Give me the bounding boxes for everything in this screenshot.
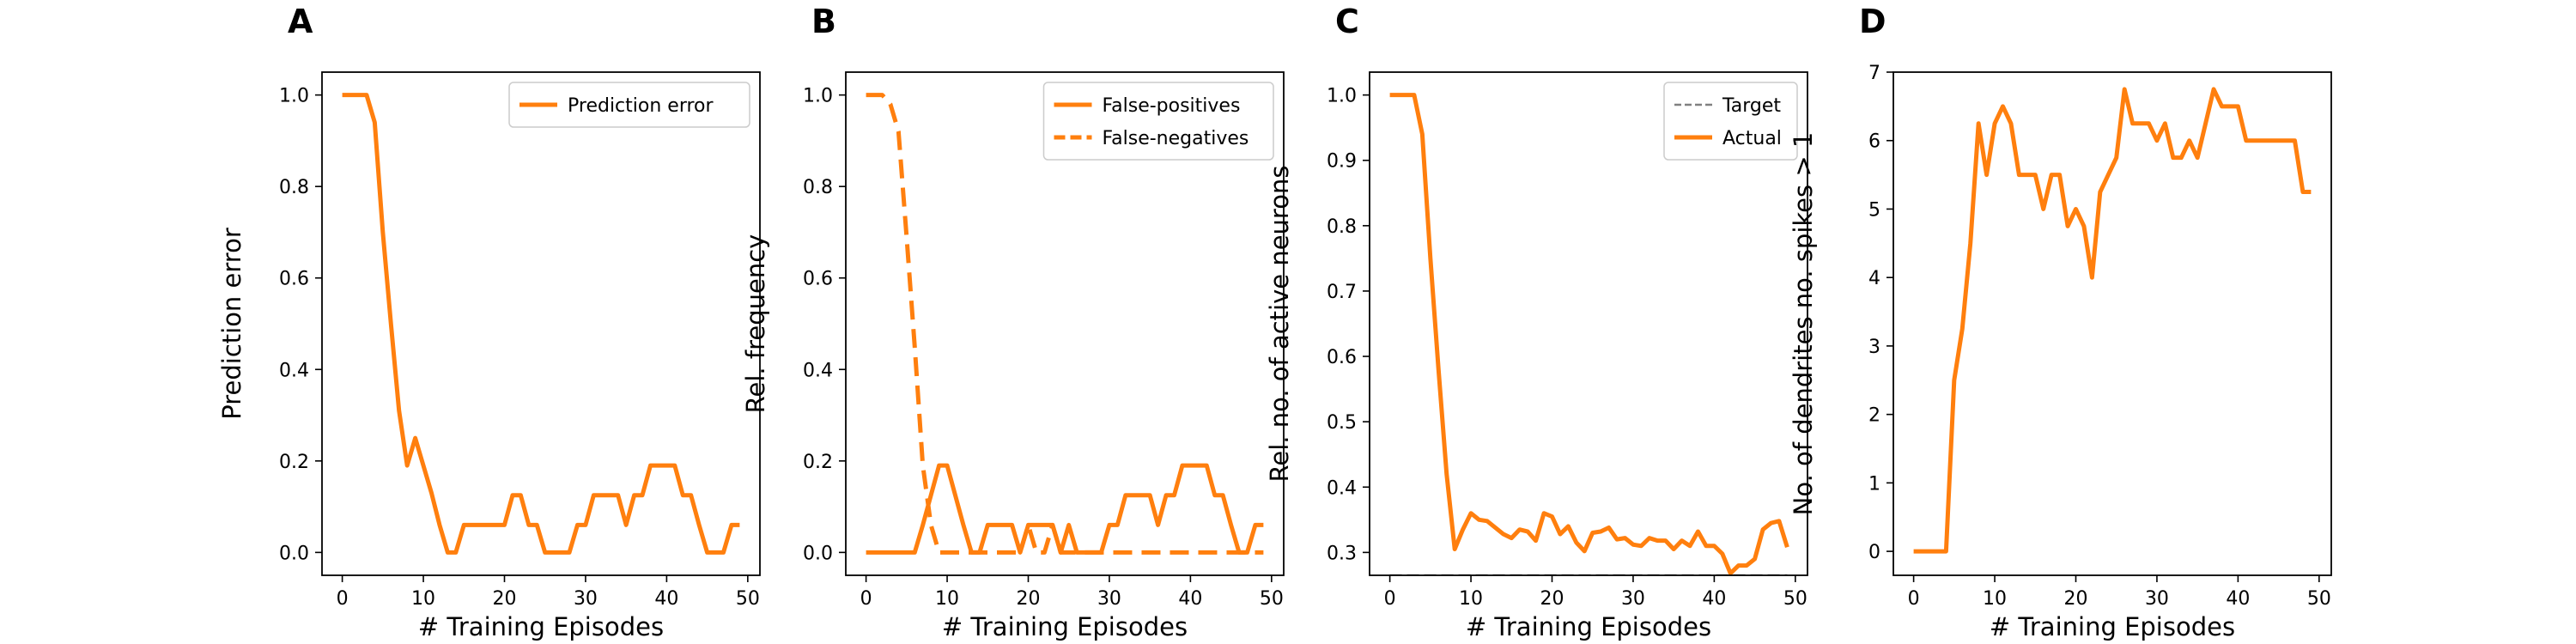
x-tick-label: 20 xyxy=(2064,588,2088,610)
y-tick-label: 0.4 xyxy=(1327,477,1357,499)
legend-box xyxy=(508,82,750,128)
y-tick-label: 7 xyxy=(1868,63,1880,84)
y-axis-label: Prediction error xyxy=(217,228,246,420)
y-tick-label: 0.6 xyxy=(1327,347,1357,368)
x-tick-label: 0 xyxy=(1908,588,1920,610)
panel-letter: B xyxy=(811,3,836,40)
x-tick-label: 40 xyxy=(654,588,678,610)
x-tick-label: 50 xyxy=(1260,588,1284,610)
y-tick-label: 0.8 xyxy=(1327,216,1357,238)
y-tick-label: 0.6 xyxy=(803,269,833,290)
series-line-prediction-error xyxy=(342,93,740,555)
y-tick-label: 2 xyxy=(1868,405,1880,427)
legend-label: Prediction error xyxy=(568,95,714,117)
x-tick-label: 50 xyxy=(2307,588,2331,610)
y-tick-label: 0.0 xyxy=(279,543,309,564)
x-tick-label: 20 xyxy=(1540,588,1564,610)
plot-frame xyxy=(845,71,1285,576)
legend-label: Target xyxy=(1722,95,1781,117)
y-axis-label: Rel. frequency xyxy=(741,234,770,414)
x-tick-label: 10 xyxy=(411,588,435,610)
legend: Prediction error xyxy=(508,82,750,128)
x-tick-label: 0 xyxy=(860,588,872,610)
panel-letter: C xyxy=(1335,3,1359,40)
legend: Target Actual xyxy=(1663,82,1798,161)
chart-panel-c: C 0 10 20 30 40 50 0.3 0.4 0.5 0.6 0.7 0.8 0.9 1.0 # Tr… xyxy=(1265,3,1808,641)
x-axis-label: # Training Episodes xyxy=(942,612,1188,641)
y-tick-label: 0.2 xyxy=(803,452,833,473)
chart-panel-b: B 0 10 20 30 40 50 0.0 0.2 0.4 0.6 0.8 1.0 # Training… xyxy=(741,3,1285,641)
legend-box xyxy=(1663,82,1798,161)
chart-panel-d: D 0 10 20 30 40 50 0 1 2 3 4 5 6 7 # Training Episodes N… xyxy=(1789,3,2332,641)
series-line-actual xyxy=(1389,93,1789,575)
legend-box xyxy=(1042,82,1274,161)
chart-panel-a: A 0 10 20 30 40 50 0.0 0.2 0.4 0.6 0.8 1.0 # Training… xyxy=(217,3,761,641)
y-tick-label: 1 xyxy=(1868,473,1880,495)
y-tick-label: 0.5 xyxy=(1327,412,1357,434)
x-tick-label: 40 xyxy=(2226,588,2250,610)
y-tick-label: 0.9 xyxy=(1327,151,1357,173)
x-tick-label: 0 xyxy=(337,588,349,610)
x-tick-label: 20 xyxy=(493,588,517,610)
legend-label: False-positives xyxy=(1103,95,1241,117)
legend: False-positives False-negatives xyxy=(1042,82,1274,161)
y-tick-label: 0.0 xyxy=(803,543,833,564)
x-tick-label: 20 xyxy=(1017,588,1041,610)
y-tick-label: 6 xyxy=(1868,131,1880,153)
y-tick-label: 0.3 xyxy=(1327,543,1357,564)
legend-label: Actual xyxy=(1722,128,1782,149)
x-tick-label: 10 xyxy=(935,588,959,610)
x-tick-label: 40 xyxy=(1178,588,1202,610)
x-tick-label: 10 xyxy=(1983,588,2007,610)
y-tick-label: 1.0 xyxy=(279,86,309,107)
y-tick-label: 0 xyxy=(1868,542,1880,563)
y-tick-label: 0.4 xyxy=(803,360,833,381)
x-tick-label: 50 xyxy=(736,588,760,610)
y-tick-label: 0.6 xyxy=(279,269,309,290)
y-axis-label: Rel. no. of active neurons xyxy=(1265,166,1294,483)
series-line-values xyxy=(1913,87,2312,554)
series-line-false-positives xyxy=(866,463,1264,555)
panel-letter: D xyxy=(1859,3,1886,40)
y-tick-label: 0.8 xyxy=(803,177,833,198)
x-tick-label: 40 xyxy=(1702,588,1726,610)
series-line-false-negatives xyxy=(866,93,1264,555)
x-axis-label: # Training Episodes xyxy=(1990,612,2235,641)
x-axis-label: # Training Episodes xyxy=(1466,612,1711,641)
y-tick-label: 0.8 xyxy=(279,177,309,198)
y-tick-label: 1.0 xyxy=(803,86,833,107)
x-tick-label: 30 xyxy=(574,588,598,610)
x-tick-label: 10 xyxy=(1459,588,1483,610)
legend-label: False-negatives xyxy=(1103,128,1249,149)
y-tick-label: 1.0 xyxy=(1327,86,1357,107)
y-tick-label: 4 xyxy=(1868,268,1880,289)
y-axis-label: No. of dendrites no. spikes > 1 xyxy=(1789,132,1818,516)
plot-frame xyxy=(321,71,761,576)
plot-frame xyxy=(1369,71,1808,576)
x-tick-label: 30 xyxy=(1621,588,1645,610)
x-tick-label: 50 xyxy=(1783,588,1807,610)
y-tick-label: 5 xyxy=(1868,199,1880,221)
y-tick-label: 3 xyxy=(1868,337,1880,358)
y-tick-label: 0.2 xyxy=(279,452,309,473)
plot-frame xyxy=(1893,71,2332,576)
panel-letter: A xyxy=(288,3,313,40)
x-tick-label: 30 xyxy=(2145,588,2169,610)
x-tick-label: 0 xyxy=(1384,588,1396,610)
y-tick-label: 0.7 xyxy=(1327,282,1357,303)
x-axis-label: # Training Episodes xyxy=(418,612,664,641)
y-tick-label: 0.4 xyxy=(279,360,309,381)
x-tick-label: 30 xyxy=(1097,588,1121,610)
